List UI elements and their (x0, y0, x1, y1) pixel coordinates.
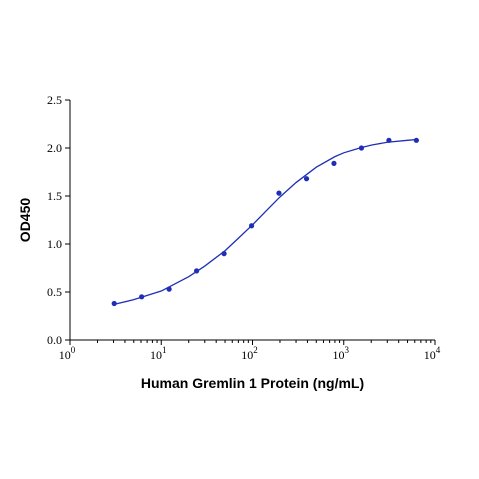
data-point (358, 145, 365, 151)
x-tick-base: 10 (150, 348, 162, 362)
x-tick-label: 101 (150, 345, 167, 362)
data-point (413, 137, 419, 143)
x-tick-exponent: 3 (345, 345, 350, 355)
x-tick-base: 10 (59, 348, 71, 362)
x-tick-base: 10 (424, 348, 436, 362)
x-tick-label: 103 (333, 345, 350, 362)
data-point (303, 176, 310, 182)
x-tick-label: 100 (59, 345, 76, 362)
x-tick-base: 10 (333, 348, 345, 362)
x-tick-label: 104 (424, 345, 441, 362)
data-points-layer (111, 137, 419, 307)
y-axis-title: OD450 (17, 198, 33, 243)
data-point (386, 137, 392, 143)
x-tick-exponent: 2 (253, 345, 258, 355)
y-tick-label: 1.5 (47, 189, 62, 203)
y-tick-label: 0.5 (47, 285, 62, 299)
y-tick-label: 1.0 (47, 237, 62, 251)
data-point (193, 268, 200, 274)
x-tick-base: 10 (241, 348, 253, 362)
data-point (276, 190, 282, 196)
fit-curve (113, 138, 418, 306)
x-tick-exponent: 1 (162, 345, 167, 355)
fit-curve-layer (113, 138, 418, 306)
x-tick-label: 102 (241, 345, 258, 362)
data-point (331, 160, 337, 166)
data-point (111, 300, 117, 307)
y-tick-label: 2.0 (47, 141, 62, 155)
x-axis-title: Human Gremlin 1 Protein (ng/mL) (141, 375, 364, 391)
data-point (248, 223, 255, 229)
data-point (221, 251, 227, 257)
data-point (166, 286, 172, 292)
data-point (139, 294, 145, 300)
x-tick-exponent: 0 (71, 345, 76, 355)
x-tick-exponent: 4 (436, 345, 441, 355)
y-tick-label: 2.5 (47, 93, 62, 107)
y-tick-label: 0.0 (47, 333, 62, 347)
